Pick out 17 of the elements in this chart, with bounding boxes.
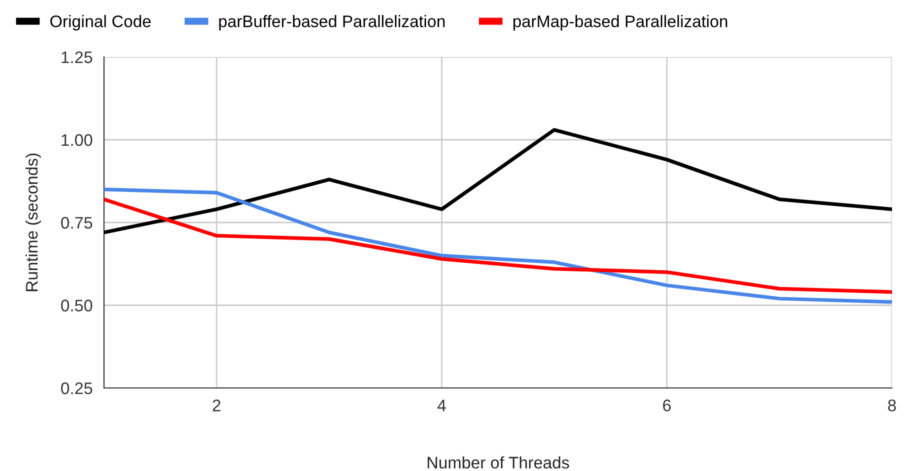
line-series [104,128,892,234]
line-series [104,188,892,304]
y-tick-label: 1.25 [62,51,92,64]
y-tick-label: 0.75 [61,216,92,229]
x-axis-title: Number of Threads [428,456,570,469]
x-tick-label: 8 [888,400,896,412]
x-tick-label: 4 [437,400,446,412]
y-tick-label: 1.00 [62,134,92,146]
x-tick-label: 6 [663,400,671,412]
y-tick-label: 0.25 [61,382,92,394]
line-series [104,198,892,294]
legend-label: parBuffer-based Parallelization [219,15,445,31]
y-tick-label: 0.50 [61,300,92,312]
x-tick-label: 2 [212,400,220,412]
legend-label: Original Code [50,15,151,31]
legend-label: parMap-based Parallelization [513,15,728,31]
y-axis-title: Runtime (seconds) [25,154,41,292]
